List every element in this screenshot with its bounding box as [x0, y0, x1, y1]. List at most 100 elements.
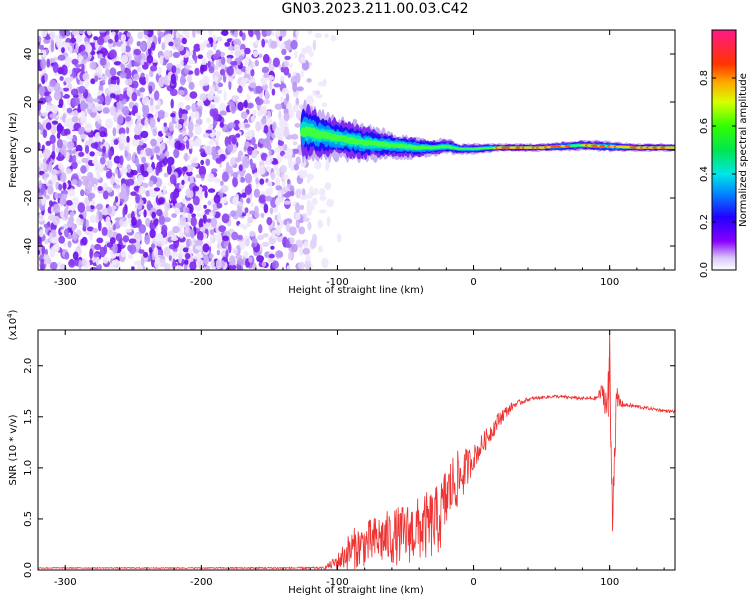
noise-blob	[98, 220, 102, 232]
noise-blob	[268, 150, 272, 156]
noise-blob	[172, 51, 180, 59]
noise-blob	[64, 228, 69, 238]
noise-blob	[94, 243, 102, 251]
noise-blob	[99, 156, 106, 165]
noise-blob	[321, 102, 328, 107]
noise-blob	[75, 144, 83, 153]
noise-blob	[236, 60, 241, 66]
noise-blob	[52, 203, 61, 214]
noise-blob	[283, 219, 288, 226]
noise-blob	[65, 151, 70, 162]
noise-blob	[72, 154, 77, 163]
noise-blob	[195, 239, 203, 246]
noise-blob	[262, 105, 268, 116]
noise-blob	[245, 66, 253, 71]
noise-blob	[238, 121, 245, 129]
noise-blob	[78, 30, 85, 34]
noise-blob	[157, 66, 162, 76]
noise-blob	[189, 261, 197, 270]
noise-blob	[47, 96, 53, 103]
noise-blob	[233, 119, 241, 131]
noise-blob	[98, 211, 103, 222]
noise-blob	[132, 153, 136, 163]
noise-blob	[82, 72, 90, 82]
noise-blob	[137, 204, 143, 210]
noise-blob	[154, 259, 161, 269]
noise-blob	[192, 195, 200, 206]
noise-blob	[230, 156, 236, 166]
noise-blob	[95, 256, 101, 266]
noise-blob	[306, 95, 314, 105]
noise-blob	[286, 265, 291, 270]
noise-blob	[205, 129, 213, 134]
noise-blob	[170, 73, 177, 85]
noise-blob	[163, 217, 171, 223]
noise-blob	[62, 113, 66, 123]
snr-frame	[37, 329, 676, 571]
noise-blob	[314, 32, 323, 39]
noise-blob	[288, 237, 295, 245]
noise-blob	[154, 109, 159, 120]
noise-blob	[298, 226, 306, 235]
noise-blob	[305, 45, 312, 54]
noise-blob	[218, 162, 223, 168]
noise-blob	[221, 56, 226, 65]
noise-blob	[67, 69, 73, 75]
noise-blob	[88, 230, 94, 242]
noise-blob	[131, 80, 139, 89]
noise-blob	[326, 198, 335, 208]
noise-blob	[239, 177, 246, 183]
noise-blob	[237, 101, 244, 111]
noise-blob	[84, 103, 89, 109]
noise-blob	[41, 195, 46, 206]
noise-blob	[182, 113, 188, 122]
figure-title: GN03.2023.211.00.03.C42	[281, 1, 469, 17]
noise-blob	[154, 104, 160, 110]
noise-blob	[243, 145, 247, 152]
noise-blob	[179, 244, 184, 250]
noise-blob	[98, 30, 107, 33]
noise-blob	[135, 193, 140, 204]
noise-blob	[56, 132, 61, 140]
noise-blob	[38, 85, 46, 96]
noise-blob	[199, 42, 206, 51]
noise-blob	[78, 85, 86, 94]
noise-blob	[249, 210, 256, 215]
noise-blob	[133, 73, 140, 81]
noise-blob	[283, 66, 290, 76]
noise-blob	[51, 150, 56, 160]
noise-blob	[87, 174, 94, 182]
noise-blob	[93, 183, 97, 192]
noise-blob	[68, 259, 76, 268]
noise-blob	[292, 81, 298, 93]
noise-blob	[139, 41, 147, 52]
noise-blob	[115, 41, 123, 47]
noise-blob	[95, 214, 100, 224]
noise-blob	[50, 124, 57, 135]
noise-blob	[45, 140, 52, 146]
noise-blob	[163, 246, 171, 258]
noise-blob	[119, 71, 127, 79]
noise-blob	[136, 41, 141, 47]
noise-blob	[126, 135, 130, 143]
noise-blob	[246, 197, 251, 204]
noise-blob	[215, 141, 219, 146]
noise-blob	[66, 107, 73, 114]
noise-blob	[311, 233, 318, 244]
noise-blob	[190, 112, 195, 119]
snr-panel: -300 -200 -100 0 100 0.0 0.5 1.0 1.5 2.0 Height o…	[6, 309, 676, 596]
noise-blob	[115, 233, 123, 242]
noise-blob	[153, 187, 161, 192]
noise-blob	[271, 88, 276, 96]
noise-blob	[242, 225, 248, 231]
noise-blob	[100, 75, 108, 81]
noise-blob	[139, 93, 144, 98]
noise-blob	[109, 49, 117, 59]
noise-blob	[105, 68, 110, 77]
noise-blob	[84, 78, 90, 89]
noise-blob	[58, 235, 65, 244]
noise-blob	[101, 208, 110, 216]
noise-blob	[38, 111, 42, 116]
noise-blob	[168, 121, 174, 132]
